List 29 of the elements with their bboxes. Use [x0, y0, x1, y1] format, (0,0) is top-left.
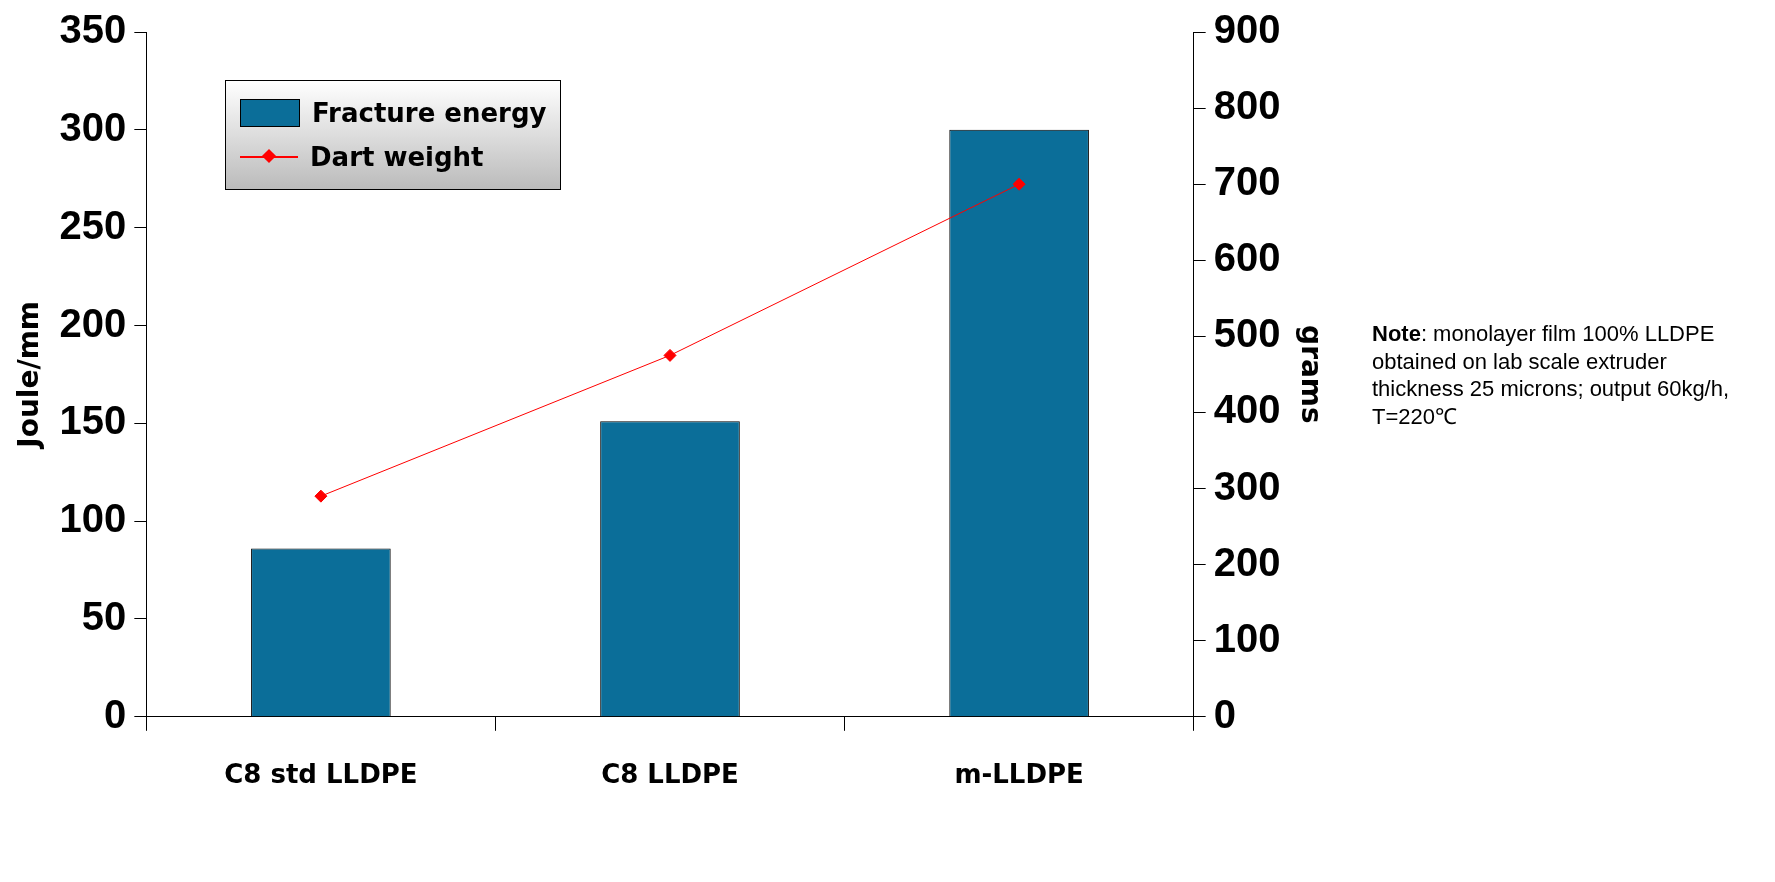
- y2-tick-label: 0: [1213, 691, 1236, 736]
- y2-tick-label: 300: [1213, 463, 1281, 508]
- legend-label: Fracture energy: [312, 98, 547, 128]
- y-axis-title: Joule/mm: [12, 301, 46, 450]
- y2-tick-label: 500: [1213, 311, 1281, 356]
- legend-label: Dart weight: [310, 142, 484, 172]
- x-tick-label: C8 std LLDPE: [224, 759, 418, 790]
- y2-tick-label: 600: [1213, 235, 1281, 280]
- y-tick-label: 0: [104, 691, 127, 736]
- y-tick-label: 150: [59, 398, 127, 443]
- y-tick-label: 350: [59, 7, 127, 52]
- y-tick-label: 100: [59, 496, 127, 541]
- y-tick-label: 200: [59, 300, 127, 345]
- y2-tick-label: 800: [1213, 83, 1281, 128]
- y2-tick-label: 400: [1213, 387, 1281, 432]
- y-tick-label: 50: [81, 594, 127, 638]
- point: [314, 489, 328, 503]
- y2-tick-label: 100: [1213, 615, 1281, 660]
- y-tick-label: 250: [59, 202, 127, 247]
- y2-tick-label: 200: [1213, 539, 1281, 584]
- point: [1012, 177, 1026, 191]
- y2-tick-label: 900: [1213, 7, 1281, 52]
- x-tick-label: C8 LLDPE: [601, 759, 739, 790]
- x-tick-label: m-LLDPE: [954, 759, 1084, 790]
- point: [663, 348, 677, 362]
- text: Note: monolayer film 100% LLDPE obtained on lab scale extruder thickness 25 microns; output 60kg/h, T=220℃: [1372, 320, 1731, 430]
- y2-tick-label: 700: [1213, 159, 1281, 204]
- y2-axis-title: grams: [1294, 325, 1328, 424]
- y-tick-label: 300: [59, 104, 127, 149]
